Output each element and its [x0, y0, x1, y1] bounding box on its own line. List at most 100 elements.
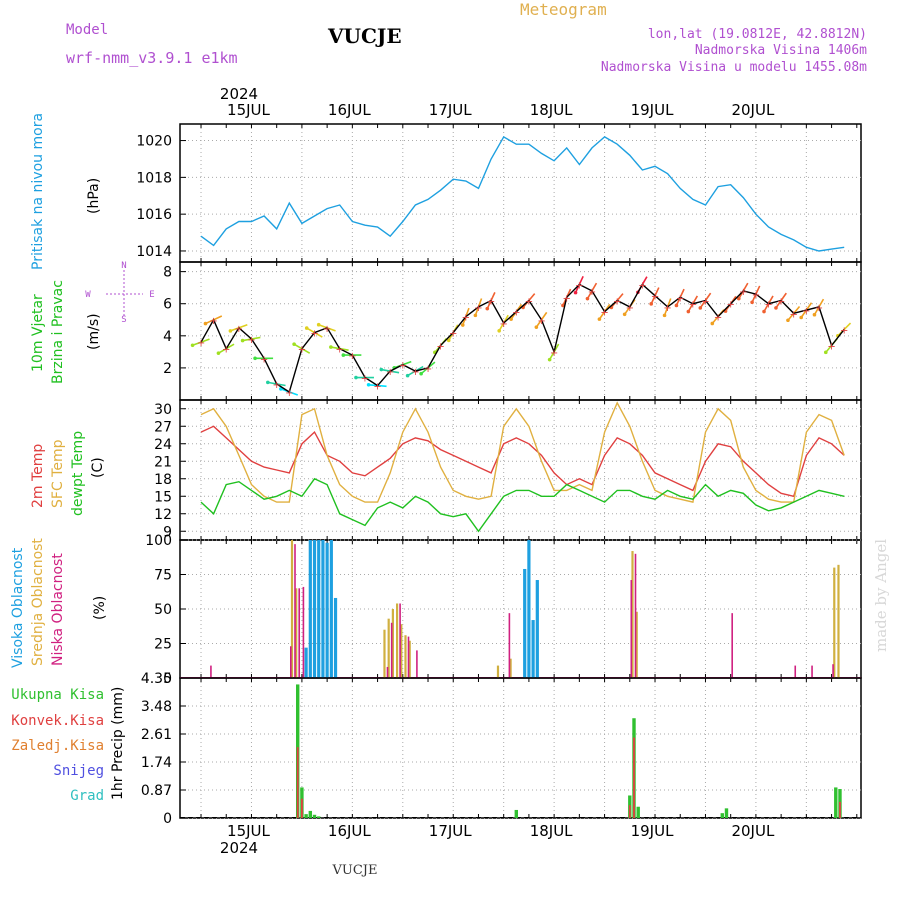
bottom-day-label: 18JUL — [530, 822, 573, 840]
mid_cloud-bar — [400, 624, 403, 678]
wind-arrow-head — [240, 338, 245, 343]
low_cloud-bar — [731, 613, 733, 678]
total_precip-bar — [636, 806, 640, 818]
wind-speed-marker: + — [386, 367, 394, 378]
low_cloud-bar — [811, 665, 813, 678]
precip-tick-label: 1.74 — [141, 755, 172, 771]
bottom-day-label: 15JUL — [227, 822, 270, 840]
wind-arrow-head — [485, 306, 490, 311]
precip-legend-total: Ukupna Kisa — [11, 687, 104, 703]
high_cloud-bar — [312, 540, 317, 678]
wind-arrow-head — [597, 317, 602, 321]
low_cloud-bar — [630, 580, 633, 678]
top-day-labels: 15JUL 16JUL 17JUL 18JUL 19JUL 20JUL — [227, 101, 775, 119]
wind-speed-marker: + — [474, 303, 482, 314]
wind-panel: 2 4 6 8 + + + + + + + + + + + + + + + + + + + + + + + + + + + + + + + + + + + +… — [163, 261, 862, 401]
mid_cloud-bar — [290, 540, 294, 678]
wind-speed-marker: + — [272, 380, 280, 391]
bottom-day-label: 16JUL — [328, 822, 371, 840]
precip-legend-conv: Konvek.Kisa — [11, 713, 104, 729]
wind-tick-label: 2 — [163, 361, 172, 377]
precip-ylabel: 1hr Precip (mm) — [110, 687, 126, 800]
wind-arrow-head — [585, 296, 590, 301]
conv_precip-bar — [296, 747, 299, 818]
wind-speed-marker: + — [310, 329, 318, 340]
temperature-tick-label: 12 — [154, 507, 172, 523]
wind-speed-marker: + — [575, 280, 583, 291]
cloud-panel: 0 25 50 75 100 — [145, 533, 862, 687]
meteogram-label: Meteogram — [520, 0, 607, 19]
wind-arrow-head — [534, 325, 539, 329]
wind-tick-label: 6 — [163, 297, 172, 313]
mid_cloud-bar — [295, 588, 298, 678]
pressure-tick-label: 1014 — [136, 244, 172, 260]
cloud-tick-label: 0 — [163, 671, 172, 687]
wind-arrow-head — [649, 302, 654, 306]
wind-arrow-head — [405, 373, 410, 378]
wind-speed-marker: + — [487, 297, 495, 308]
wind-speed-marker: + — [790, 309, 798, 320]
wind-arrow-head — [710, 321, 715, 326]
precip-tick-label: 4.35 — [141, 671, 172, 687]
total_precip-bar — [317, 816, 321, 818]
wind-speed-marker: + — [802, 306, 810, 317]
wind-speed-marker: + — [323, 324, 331, 335]
total_precip-bar — [304, 814, 308, 818]
wind-arrow-head — [203, 321, 208, 326]
high_cloud-bar — [325, 542, 329, 678]
wind-speed-marker: + — [726, 300, 734, 311]
wind-speed-marker: + — [285, 388, 293, 399]
dew-line — [200, 477, 845, 533]
wind-speed-marker: + — [676, 293, 684, 304]
temperature-tick-label: 21 — [154, 454, 172, 470]
wind-speed-marker: + — [512, 308, 520, 319]
wind-arrow-head — [228, 329, 233, 333]
wind-speed-marker: + — [462, 313, 470, 324]
wind-arrow-head — [774, 306, 778, 310]
high_cloud-bar — [304, 647, 308, 678]
wind-speed-marker: + — [411, 367, 419, 378]
wind-arrow-head — [354, 375, 358, 380]
sfc-line — [200, 401, 845, 503]
low_cloud-bar — [302, 586, 305, 678]
wind-arrow-head — [823, 350, 828, 355]
high_cloud-bar — [308, 540, 312, 678]
wind-speed-marker: + — [525, 297, 533, 308]
model-name: wrf-nmm_v3.9.1 e1km — [66, 49, 238, 67]
bottom-day-label: 20JUL — [731, 822, 774, 840]
wind-arrow-head — [216, 351, 221, 355]
temperature-tick-label: 27 — [154, 419, 172, 435]
compass-n: N — [121, 261, 126, 271]
mid-cloud-ylabel: Srednja Oblacnost — [30, 538, 46, 666]
mid_cloud-bar — [383, 629, 386, 678]
top-day-label: 16JUL — [328, 101, 371, 119]
wind-speed-marker: + — [764, 300, 772, 311]
wind-arrow-head — [622, 312, 627, 317]
mid_cloud-bar — [408, 640, 411, 678]
wind-arrow-head — [573, 290, 578, 295]
wind-speed-marker: + — [714, 313, 722, 324]
mid_cloud-bar — [837, 564, 840, 678]
wind-arrow-head — [379, 367, 384, 372]
low_cloud-bar — [634, 553, 637, 678]
mid_cloud-bar — [631, 551, 634, 678]
compass-icon: N W E S — [85, 261, 154, 325]
wind-speed-marker: + — [651, 292, 659, 303]
lonlat-label: lon,lat (19.0812E, 42.8812N) — [648, 27, 867, 42]
wind-arrow — [192, 338, 210, 347]
temperature-tick-label: 30 — [154, 402, 172, 418]
wind-arrow-head — [561, 303, 565, 308]
wind-speed-marker: + — [298, 345, 306, 356]
pressure-line — [200, 135, 845, 252]
wind-speed-marker: + — [626, 303, 634, 314]
wind-arrow-head — [292, 342, 296, 346]
wind-arrow-head — [460, 323, 465, 327]
mid_cloud-bar — [509, 658, 512, 678]
wind-arrow-head — [762, 309, 766, 314]
temp-yunit: (C) — [90, 457, 106, 478]
high_cloud-bar — [329, 540, 333, 678]
bottom-day-label: 17JUL — [429, 822, 472, 840]
wind-arrow-head — [473, 313, 478, 318]
